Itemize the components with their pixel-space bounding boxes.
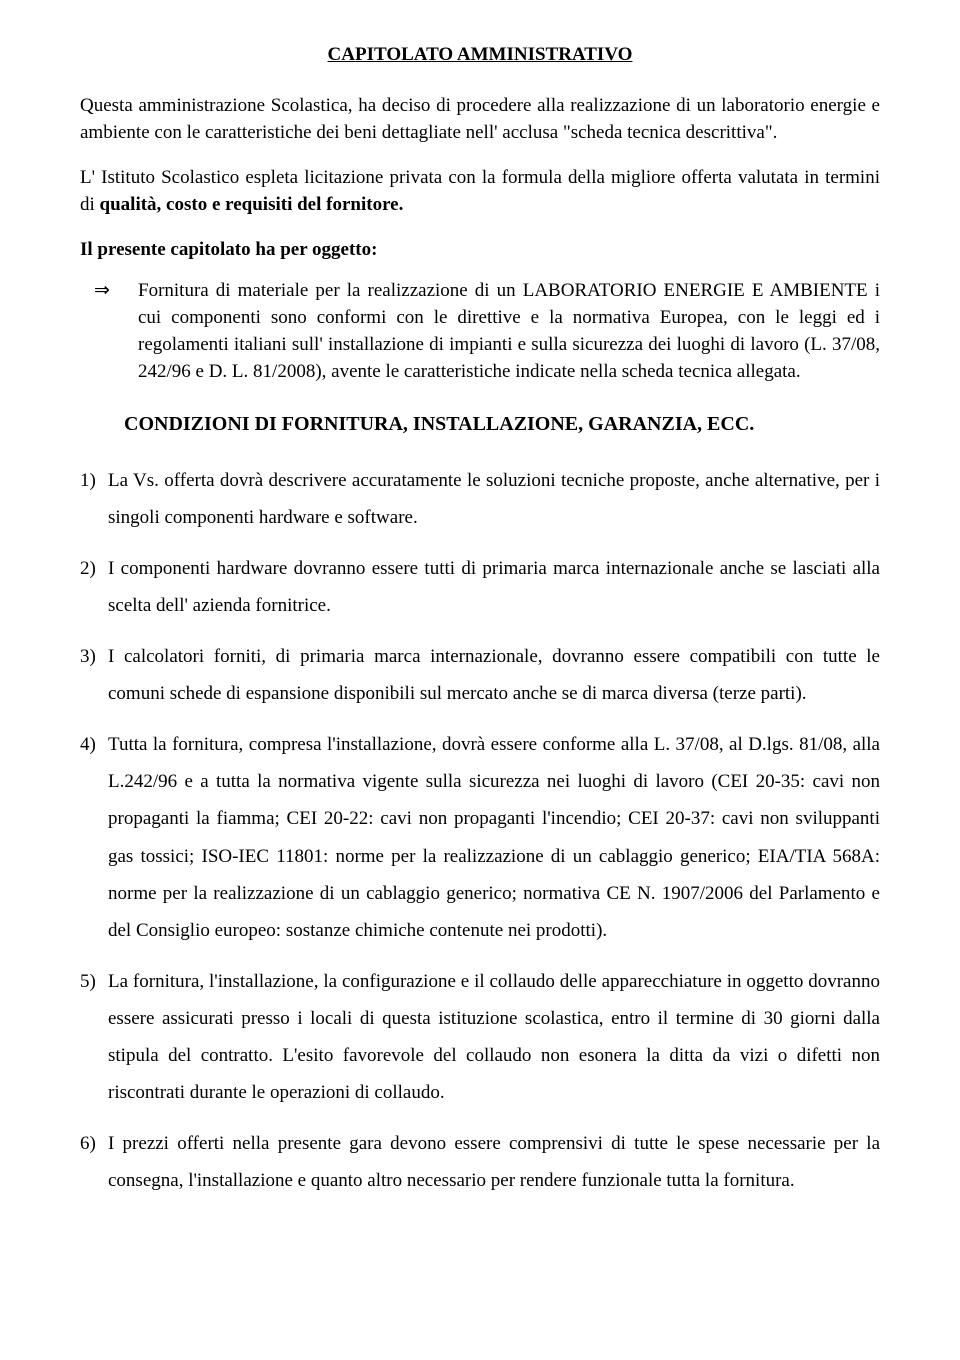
section-heading: CONDIZIONI DI FORNITURA, INSTALLAZIONE, … — [124, 410, 880, 438]
bullet-text: Fornitura di materiale per la realizzazi… — [138, 278, 880, 386]
list-item: La Vs. offerta dovrà descrivere accurata… — [80, 462, 880, 536]
conditions-list: La Vs. offerta dovrà descrivere accurata… — [80, 462, 880, 1199]
list-item: I calcolatori forniti, di primaria marca… — [80, 638, 880, 712]
list-item: I prezzi offerti nella presente gara dev… — [80, 1125, 880, 1199]
subject-line: Il presente capitolato ha per oggetto: — [80, 237, 880, 264]
page-title: CAPITOLATO AMMINISTRATIVO — [80, 42, 880, 69]
document-page: CAPITOLATO AMMINISTRATIVO Questa amminis… — [0, 0, 960, 1360]
arrow-icon: ⇒ — [80, 278, 138, 386]
list-item: I componenti hardware dovranno essere tu… — [80, 550, 880, 624]
intro-paragraph-1: Questa amministrazione Scolastica, ha de… — [80, 93, 880, 147]
intro-2-bold: qualità, costo e requisiti del fornitore… — [100, 194, 404, 215]
intro-paragraph-2: L' Istituto Scolastico espleta licitazio… — [80, 165, 880, 219]
list-item: La fornitura, l'installazione, la config… — [80, 963, 880, 1111]
bullet-item: ⇒ Fornitura di materiale per la realizza… — [80, 278, 880, 386]
list-item: Tutta la fornitura, compresa l'installaz… — [80, 726, 880, 948]
